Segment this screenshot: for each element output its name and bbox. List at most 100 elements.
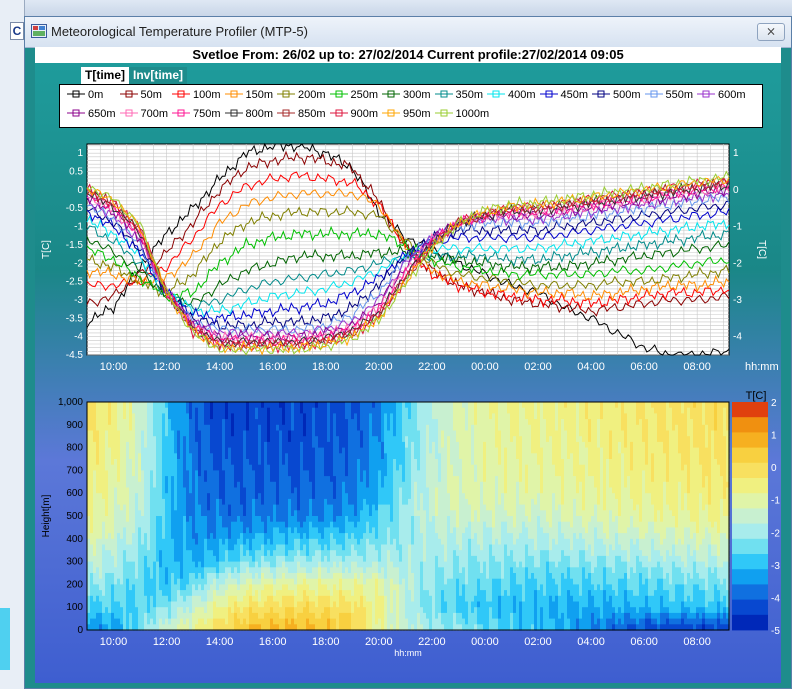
heatmap-cell	[267, 487, 271, 494]
heatmap-cell	[288, 453, 292, 460]
heatmap-cell	[132, 578, 136, 585]
heatmap-cell	[219, 544, 223, 551]
heatmap-cell	[240, 578, 244, 585]
heatmap-cell	[225, 590, 229, 597]
background-window-tab[interactable]: C	[10, 22, 24, 40]
heatmap-cell	[141, 430, 145, 437]
heatmap-cell	[261, 555, 265, 563]
legend-marker	[119, 89, 139, 99]
heatmap-cell	[120, 419, 124, 426]
heatmap-cell	[111, 550, 115, 557]
heatmap-cell	[192, 424, 196, 432]
heatmap-cell	[177, 453, 181, 460]
heatmap-cell	[324, 413, 328, 420]
heatmap-cell	[324, 481, 328, 489]
heatmap-cell	[207, 550, 211, 557]
tab-t-time[interactable]: T[time]	[81, 67, 129, 84]
y-tick-label-right: 1	[733, 148, 739, 159]
heatmap-cell	[198, 453, 202, 460]
heatmap-cell	[114, 561, 118, 568]
heatmap-cell	[93, 561, 97, 568]
heatmap-cell	[303, 487, 307, 494]
heatmap-cell	[213, 476, 217, 483]
heatmap-cell	[195, 498, 199, 506]
heatmap-cell	[225, 510, 229, 517]
heatmap-cell	[198, 544, 202, 551]
heatmap-cell	[297, 476, 301, 483]
heatmap-cell	[186, 447, 190, 454]
heatmap-cell	[228, 584, 232, 591]
heatmap-cell	[312, 424, 316, 432]
heatmap-cell	[240, 544, 244, 551]
heatmap-cell	[264, 578, 268, 585]
heatmap-cell	[318, 618, 322, 625]
heatmap-cell	[162, 430, 166, 437]
heatmap-cell	[207, 538, 211, 546]
heatmap-cell	[168, 533, 172, 540]
heatmap-cell	[144, 430, 148, 437]
heatmap-cell	[246, 573, 250, 580]
heatmap-cell	[111, 402, 115, 409]
heatmap-cell	[258, 430, 262, 437]
heatmap-cell	[93, 567, 97, 574]
heatmap-cell	[315, 533, 319, 540]
heatmap-cell	[195, 441, 199, 449]
heatmap-cell	[261, 464, 265, 471]
heatmap-cell	[303, 618, 307, 625]
heatmap-cell	[279, 476, 283, 483]
heatmap-cell	[198, 561, 202, 568]
heatmap-cell	[120, 504, 124, 511]
heatmap-cell	[306, 470, 310, 477]
heatmap-cell	[309, 555, 313, 563]
heatmap-cell	[126, 498, 130, 506]
heatmap-cell	[231, 470, 235, 477]
heatmap-cell	[270, 567, 274, 574]
heatmap-cell	[327, 618, 331, 625]
heatmap-cell	[147, 533, 151, 540]
heatmap-cell	[153, 476, 157, 483]
heatmap-cell	[141, 470, 145, 477]
heatmap-cell	[246, 459, 250, 466]
heatmap-cell	[270, 493, 274, 500]
heatmap-cell	[288, 402, 292, 409]
heatmap-cell	[135, 510, 139, 517]
heatmap-cell	[327, 550, 331, 557]
x-tick-label: 10:00	[100, 361, 128, 373]
heatmap-cell	[165, 430, 169, 437]
heatmap-cell	[321, 510, 325, 517]
heatmap-cell	[183, 407, 187, 414]
heatmap-cell	[261, 407, 265, 414]
heatmap-cell	[93, 402, 97, 409]
close-button[interactable]: ⨯	[757, 23, 785, 41]
tab-inv-time[interactable]: Inv[time]	[129, 67, 188, 84]
heatmap-cell	[201, 521, 205, 528]
window-titlebar[interactable]: Meteorological Temperature Profiler (MTP…	[25, 17, 791, 48]
heatmap-cell	[177, 521, 181, 528]
heatmap-cell	[117, 453, 121, 460]
heatmap-cell	[327, 424, 331, 432]
heatmap-cell	[252, 521, 256, 528]
heatmap-cell	[171, 459, 175, 466]
heatmap-cell	[87, 510, 91, 517]
heatmap-cell	[183, 424, 187, 432]
heatmap-cell	[96, 498, 100, 506]
heatmap-cell	[90, 550, 94, 557]
heatmap-cell	[234, 595, 238, 603]
heatmap-cell	[297, 521, 301, 528]
heatmap-cell	[210, 527, 214, 534]
heatmap-cell	[135, 436, 139, 443]
heatmap-cell	[237, 578, 241, 585]
heatmap-cell	[276, 544, 280, 551]
heatmap-cell	[285, 453, 289, 460]
heatmap-cell	[273, 476, 277, 483]
heatmap-cell	[183, 567, 187, 574]
heatmap-cell	[177, 413, 181, 420]
heatmap-cell	[225, 487, 229, 494]
heatmap-cell	[300, 584, 304, 591]
heatmap-cell	[309, 424, 313, 432]
heatmap-cell	[282, 436, 286, 443]
heatmap-cell	[225, 459, 229, 466]
heatmap-cell	[156, 544, 160, 551]
heatmap-cell	[234, 413, 238, 420]
heatmap-cell	[189, 493, 193, 500]
